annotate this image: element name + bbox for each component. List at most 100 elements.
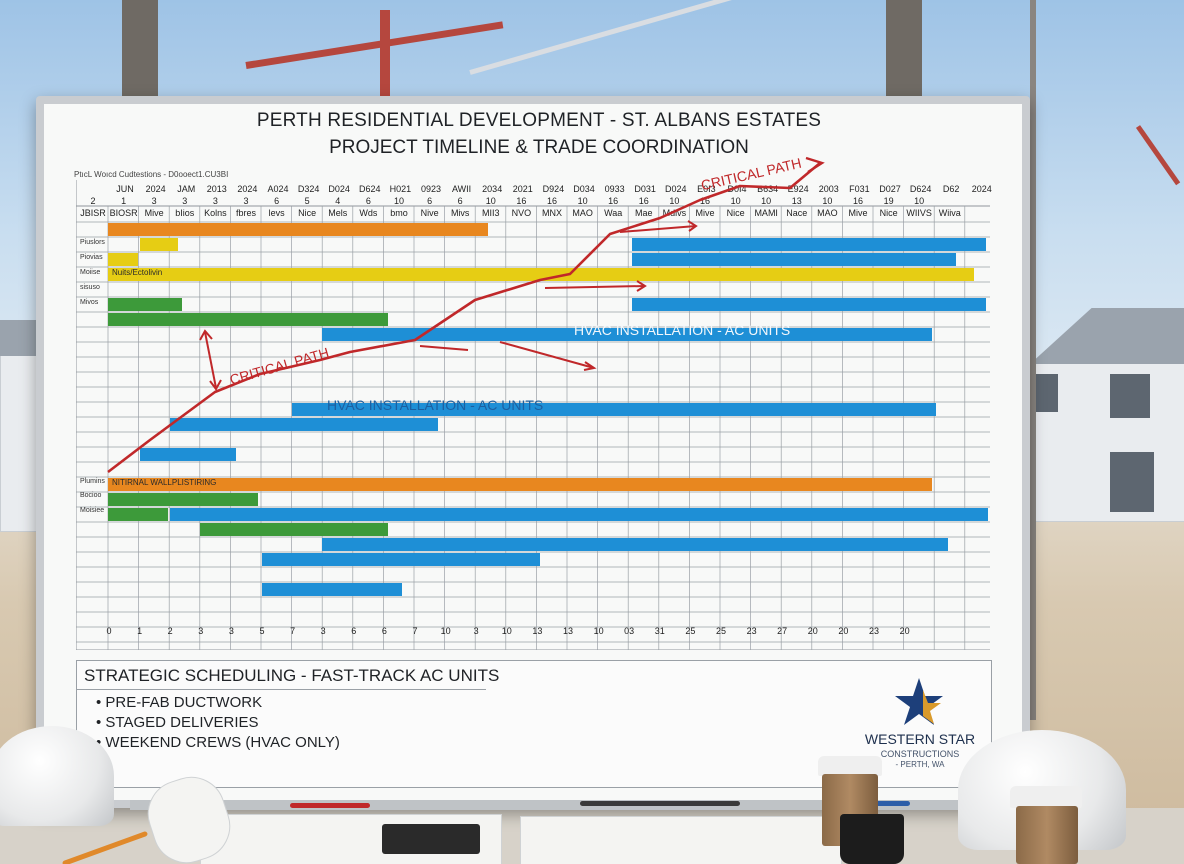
footer-tick: 3 [198,626,204,636]
trade-header: Nice [879,208,898,218]
month-header: D027 [879,184,901,194]
month-header: D024 [328,184,350,194]
week-header: 10 [485,196,496,206]
footer-tick: 25 [715,626,726,636]
week-header: 10 [822,196,833,206]
trade-header: Mels [328,208,348,218]
coffee-cup-2 [1016,806,1078,864]
blueprint-paper-2 [520,816,842,864]
footer-tick: 13 [562,626,573,636]
week-header: 10 [669,196,680,206]
trade-header: levs [268,208,285,218]
arrow-1-head [687,220,698,232]
crane-mast [380,10,390,96]
footer-tick: 5 [259,626,265,636]
row-label: Moisiee [80,507,105,514]
board-title: PERTH RESIDENTIAL DEVELOPMENT - ST. ALBA… [256,110,822,131]
footer-tick: 3 [473,626,479,636]
bar-text: NITIRNAL WALLPLISTIRING [112,478,217,487]
star-logo-icon [895,678,943,725]
week-header: 2 [90,196,96,206]
black-mug [840,814,904,864]
gantt-bar [170,418,438,431]
trade-header: Nice [726,208,745,218]
month-header: 2003 [818,184,839,194]
week-header: 16 [699,196,710,206]
week-header: 10 [577,196,588,206]
gantt-bar [108,268,974,281]
trade-header: bmo [390,208,408,218]
red-marker [290,803,370,808]
week-header: 16 [608,196,619,206]
trade-header: Kolns [204,208,227,218]
gantt-bar [262,583,402,596]
footer-tick: 3 [320,626,326,636]
month-header: 0923 [420,184,442,194]
gantt-bar [140,448,236,461]
footer-tick: 0 [106,626,112,636]
trade-header: MAMI [754,208,778,218]
footer-tick: 13 [532,626,543,636]
footer-tick: 7 [412,626,418,636]
window-mullion-right [1030,0,1036,720]
month-header: E924 [787,184,809,194]
week-header: 10 [761,196,772,206]
month-header: A024 [267,184,289,194]
month-header: D031 [634,184,656,194]
arrow-4-head [583,361,597,371]
footer-tick: 10 [440,626,451,636]
week-header: 4 [335,196,341,206]
window-mullion [122,0,158,100]
house-right-window-2 [1034,374,1058,412]
month-header: D324 [297,184,320,194]
company-location: - PERTH, WA [895,760,945,769]
week-header: 3 [212,196,218,206]
trade-header: WIIVS [906,208,932,218]
month-header: D624 [359,184,381,194]
week-header: 16 [546,196,557,206]
month-header: D624 [909,184,932,194]
trade-header: Waa [604,208,623,218]
marker [580,801,740,806]
footer-tick: 20 [899,626,910,636]
footer-tick: 25 [685,626,696,636]
week-header: 10 [914,196,925,206]
month-header: AWII [452,184,472,194]
house-left-roof [0,320,36,356]
strategy-bullet: • PRE-FAB DUCTWORK [96,694,263,711]
trade-header: bIios [175,208,195,218]
month-header: D034 [573,184,595,194]
month-header: 2034 [482,184,503,194]
month-header: F031 [849,184,870,194]
month-header: E0I3 [697,184,716,194]
row-label: Plumins [80,478,105,485]
gantt-bar [292,403,936,416]
trade-header: Nace [786,208,808,218]
week-header: 1 [121,196,127,206]
trade-header: Nice [298,208,317,218]
week-header: 13 [791,196,802,206]
month-header: 2024 [145,184,166,194]
week-header: 3 [151,196,157,206]
bar-text: Nuits/Ectolivin [112,268,163,277]
footer-tick: 23 [868,626,879,636]
trade-header: fbres [235,208,256,218]
week-header: 10 [393,196,404,206]
footer-tick: 2 [167,626,173,636]
company-line2: CONSTRUCTIONS [880,749,960,759]
strategy-bullet: • STAGED DELIVERIES [96,714,259,731]
trade-header: NVO [511,208,532,218]
arrow-2 [544,285,646,289]
footer-tick: 23 [746,626,757,636]
company-name: WESTERN STAR [864,731,976,747]
gantt-bar [108,508,168,521]
week-header: 3 [182,196,188,206]
month-header: D62 [942,184,960,194]
row-label: Mivos [80,299,99,306]
month-header: D024 [665,184,687,194]
week-header: 16 [516,196,527,206]
gantt-bar [200,523,388,536]
trade-header: BIOSR [109,208,138,218]
